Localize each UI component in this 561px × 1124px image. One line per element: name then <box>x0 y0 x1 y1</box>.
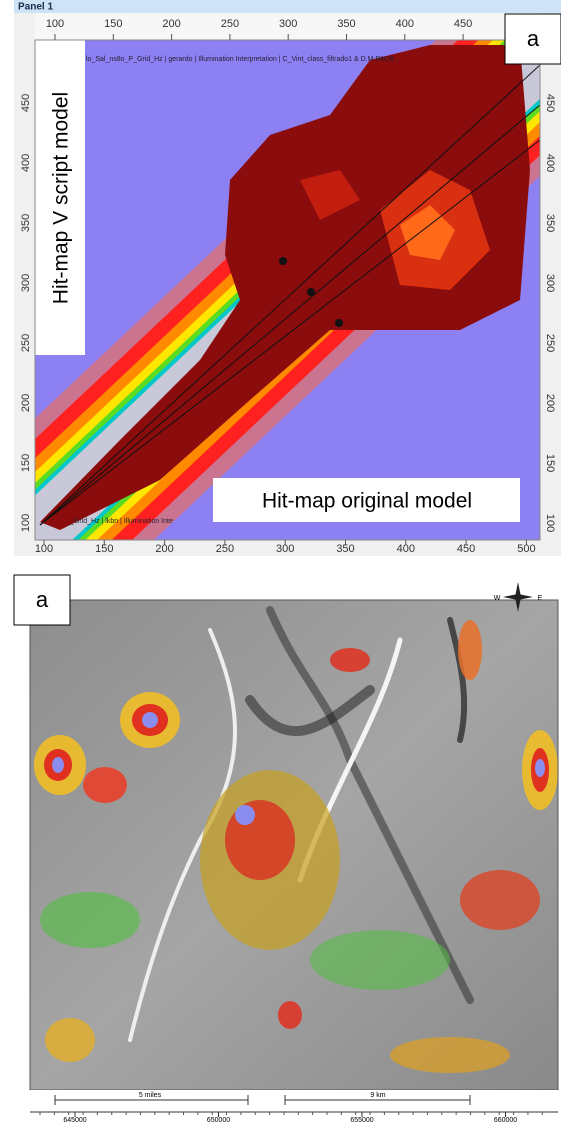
compass-west: W <box>494 595 501 602</box>
top-tick-label: 100 <box>46 18 64 30</box>
panel-titlebar <box>14 0 561 13</box>
header-text: lo_Sal_ns8o_P_Grid_Hz | gerardo | Illumi… <box>86 56 400 63</box>
scale-area <box>30 1090 558 1112</box>
right-tick-label: 450 <box>544 94 556 112</box>
x-tick-label: 650000 <box>207 1117 230 1124</box>
right-tick-label: 200 <box>544 394 556 412</box>
bottom-tick-label: 400 <box>397 543 415 555</box>
page: {"panel_top": { "title": "Panel 1", "lab… <box>0 0 561 1124</box>
top-tick-label: 450 <box>454 18 472 30</box>
horizontal-label: Hit-map original model <box>262 490 472 513</box>
top-panel: Panel 1 <box>14 0 561 556</box>
right-tick-label: 100 <box>544 514 556 532</box>
bottom-tick-label: 150 <box>95 543 113 555</box>
left-tick-label: 200 <box>20 394 32 412</box>
top-tick-label: 200 <box>162 18 180 30</box>
bottom-tick-label: 100 <box>35 543 53 555</box>
vertical-label: Hit-map V script model <box>50 92 73 304</box>
bottom-panel: a W E 5 miles 9 km 645000 650000 655000 660… <box>14 575 561 1124</box>
x-tick-label: 645000 <box>63 1117 86 1124</box>
panel-title: Panel 1 <box>18 2 53 13</box>
bottom-tick-label: 500 <box>517 543 535 555</box>
compass-east: E <box>538 595 543 602</box>
panel-letter: a <box>36 587 49 612</box>
top-tick-label: 350 <box>337 18 355 30</box>
plot-area: Hit-map V script model Hit-map original … <box>30 40 560 540</box>
left-tick-label: 100 <box>20 514 32 532</box>
panel-letter: a <box>527 26 540 51</box>
right-tick-label: 350 <box>544 214 556 232</box>
footer-text: _Grid_Hz | lkbn | Illumination Inte <box>69 518 173 525</box>
bottom-tick-label: 300 <box>276 543 294 555</box>
bottom-tick-label: 350 <box>336 543 354 555</box>
seismic-map <box>30 600 558 1090</box>
bottom-tick-label: 250 <box>216 543 234 555</box>
top-tick-label: 150 <box>104 18 122 30</box>
top-tick-label: 300 <box>279 18 297 30</box>
left-tick-label: 350 <box>20 214 32 232</box>
right-tick-label: 300 <box>544 274 556 292</box>
right-tick-label: 150 <box>544 454 556 472</box>
bottom-tick-label: 200 <box>155 543 173 555</box>
bottom-tick-label: 450 <box>457 543 475 555</box>
left-tick-label: 150 <box>20 454 32 472</box>
scale-miles: 5 miles <box>139 1092 162 1099</box>
x-tick-label: 660000 <box>494 1117 517 1124</box>
left-tick-label: 400 <box>20 154 32 172</box>
x-tick-label: 655000 <box>350 1117 373 1124</box>
left-tick-label: 450 <box>20 94 32 112</box>
top-tick-label: 250 <box>221 18 239 30</box>
left-tick-label: 300 <box>20 274 32 292</box>
right-tick-label: 400 <box>544 154 556 172</box>
right-tick-label: 250 <box>544 334 556 352</box>
figure: Panel 1 <box>0 0 561 1124</box>
top-tick-label: 400 <box>396 18 414 30</box>
left-tick-label: 250 <box>20 334 32 352</box>
scale-km: 9 km <box>370 1092 385 1099</box>
